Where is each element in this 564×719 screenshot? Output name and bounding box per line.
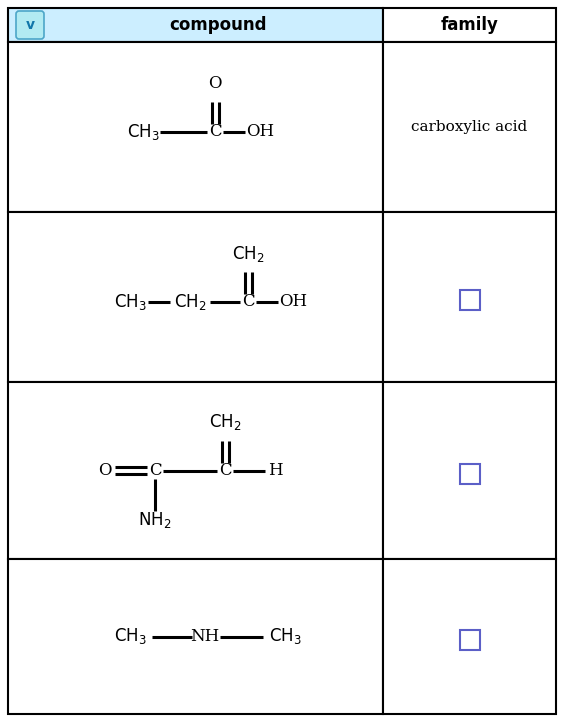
Text: O: O (208, 75, 222, 93)
Text: carboxylic acid: carboxylic acid (411, 120, 528, 134)
Text: compound: compound (169, 16, 266, 34)
Text: $\mathregular{CH_3}$: $\mathregular{CH_3}$ (113, 292, 147, 312)
Bar (8, 382, 383, 559)
Text: C: C (209, 124, 221, 140)
Bar (8, 42, 383, 212)
Bar (383, 8, 556, 42)
Bar (383, 212, 556, 382)
Text: H: H (268, 462, 283, 479)
Text: C: C (149, 462, 161, 479)
Text: $\mathregular{CH_3}$: $\mathregular{CH_3}$ (113, 626, 147, 646)
Text: NH: NH (191, 628, 219, 645)
Bar (383, 42, 556, 212)
Text: OH: OH (246, 124, 274, 140)
Text: C: C (242, 293, 254, 311)
Text: $\mathregular{CH_2}$: $\mathregular{CH_2}$ (209, 413, 241, 433)
Text: family: family (440, 16, 499, 34)
Bar (383, 559, 556, 714)
Text: $\mathregular{NH_2}$: $\mathregular{NH_2}$ (138, 510, 171, 531)
Bar (460, 630, 479, 649)
FancyBboxPatch shape (16, 11, 44, 39)
Bar (383, 382, 556, 559)
Text: $\mathregular{CH_2}$: $\mathregular{CH_2}$ (232, 244, 265, 264)
Text: $\mathregular{CH_2}$: $\mathregular{CH_2}$ (174, 292, 206, 312)
Text: v: v (25, 18, 34, 32)
Bar (8, 8, 383, 42)
Text: $\mathregular{CH_3}$: $\mathregular{CH_3}$ (268, 626, 301, 646)
Bar (8, 559, 383, 714)
Bar (460, 464, 479, 483)
Text: OH: OH (279, 293, 307, 311)
Text: O: O (98, 462, 112, 479)
Bar (8, 212, 383, 382)
Text: C: C (219, 462, 231, 479)
Bar (460, 290, 479, 310)
Text: $\mathregular{CH_3}$: $\mathregular{CH_3}$ (127, 122, 160, 142)
